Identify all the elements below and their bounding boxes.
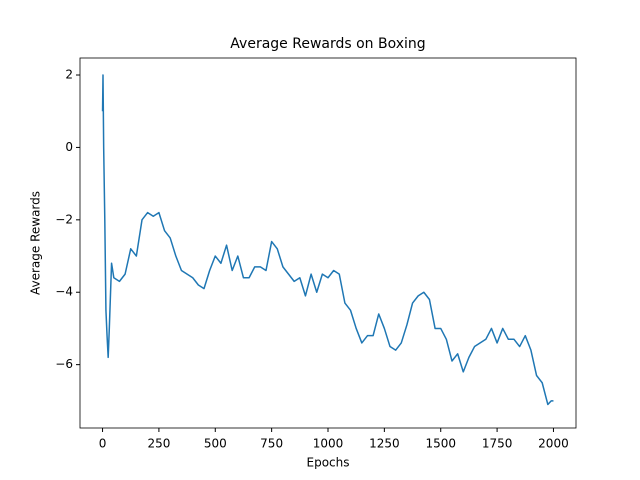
line xyxy=(101,74,554,406)
x-tick-label: 1500 xyxy=(425,437,456,451)
x-tick-label: 0 xyxy=(99,437,107,451)
y-axis-label: Average Rewards xyxy=(29,191,43,295)
y-tick-label: 2 xyxy=(65,68,73,82)
x-tick-label: 500 xyxy=(204,437,227,451)
x-tick-label: 1250 xyxy=(369,437,400,451)
y-tick-label: −6 xyxy=(55,357,73,371)
chart-title: Average Rewards on Boxing xyxy=(230,36,425,52)
x-axis-label: Epochs xyxy=(307,456,350,470)
y-tick-label: −2 xyxy=(55,212,73,226)
x-tick-label: 2000 xyxy=(538,437,569,451)
x-tick-label: 1750 xyxy=(482,437,513,451)
x-tick-label: 750 xyxy=(260,437,283,451)
x-tick-label: 1000 xyxy=(313,437,344,451)
y-tick-label: 0 xyxy=(65,140,73,154)
x-tick-label: 250 xyxy=(147,437,170,451)
y-tick-label: −4 xyxy=(55,285,73,299)
axes-frame xyxy=(79,57,577,429)
